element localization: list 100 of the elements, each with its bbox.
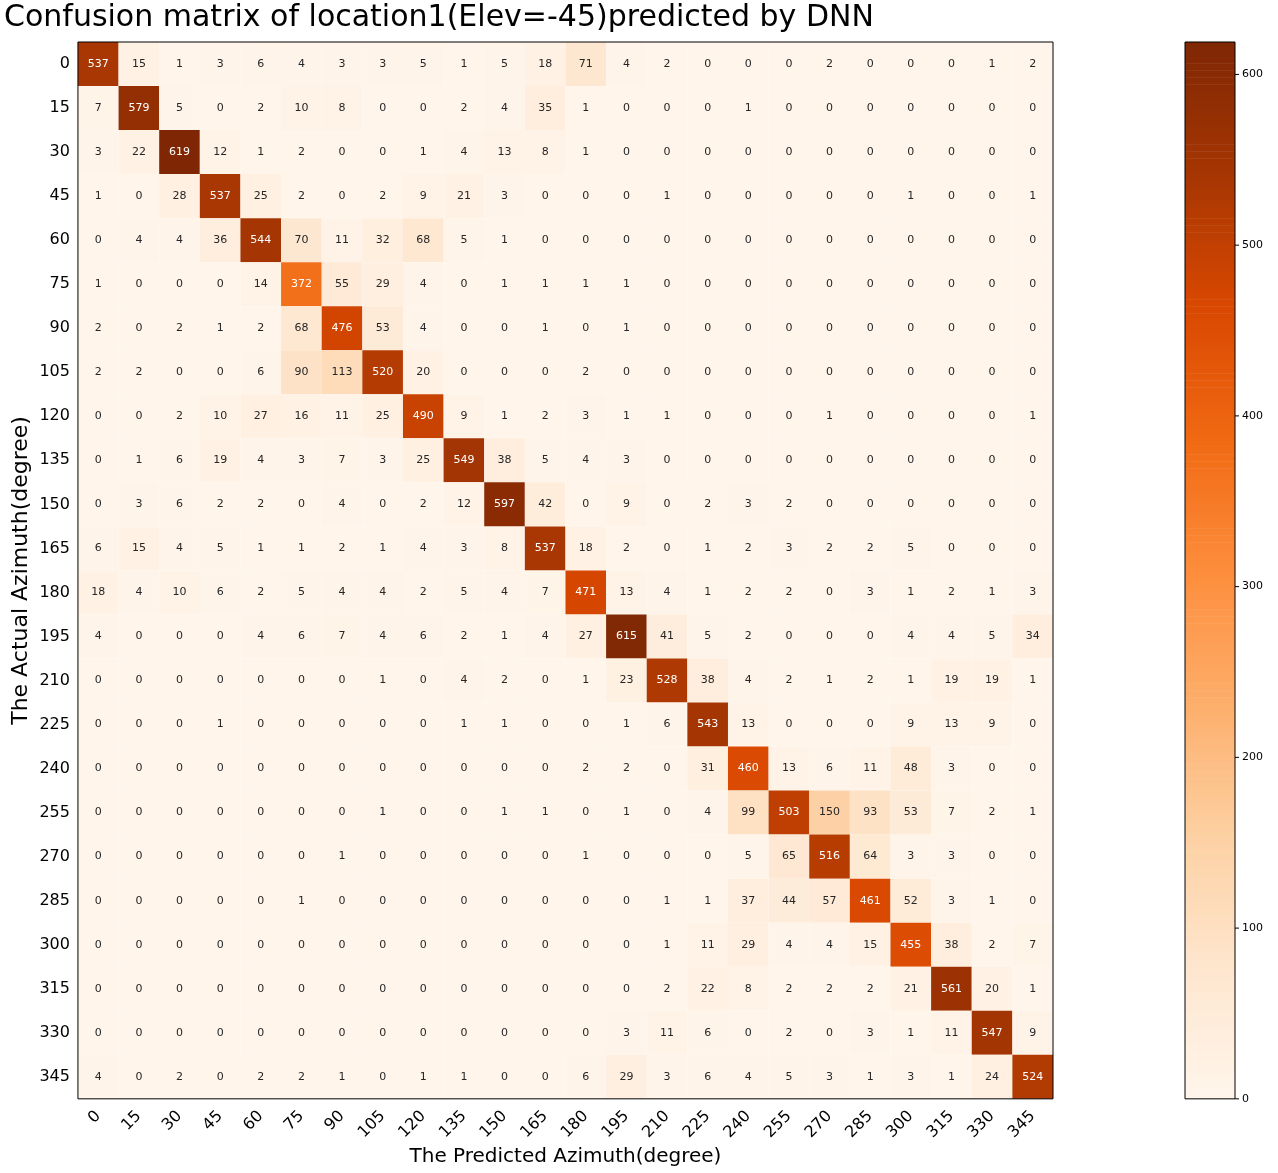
data-label: 0 [785, 365, 793, 379]
data-label: 4 [907, 629, 915, 643]
y-tick-label: 345 [39, 1065, 70, 1085]
data-label: 1 [257, 541, 265, 555]
data-label: 1 [1029, 981, 1037, 995]
data-label: 22 [700, 981, 715, 995]
data-label: 0 [379, 893, 387, 907]
data-label: 537 [87, 56, 109, 70]
data-label: 1 [826, 673, 834, 687]
data-label: 0 [94, 717, 102, 731]
data-label: 0 [257, 849, 265, 863]
data-label: 6 [826, 761, 834, 775]
data-label: 4 [338, 497, 346, 511]
data-label: 0 [826, 233, 834, 247]
data-label: 0 [541, 717, 549, 731]
data-label: 0 [744, 321, 752, 335]
data-label: 25 [375, 409, 390, 423]
data-label: 1 [663, 188, 671, 202]
data-label: 0 [176, 1025, 184, 1039]
data-label: 2 [460, 100, 468, 114]
y-tick-label: 330 [39, 1021, 70, 1041]
x-tick-label: 150 [475, 1105, 511, 1141]
data-label: 0 [541, 233, 549, 247]
data-label: 0 [501, 937, 509, 951]
data-label: 1 [216, 717, 224, 731]
data-label: 1 [216, 321, 224, 335]
data-label: 0 [501, 849, 509, 863]
data-label: 0 [663, 277, 671, 291]
x-tick-label: 195 [597, 1105, 633, 1141]
data-label: 0 [826, 1025, 834, 1039]
data-label: 1 [622, 717, 630, 731]
data-label: 2 [297, 188, 305, 202]
data-label: 5 [176, 100, 184, 114]
data-label: 0 [907, 497, 915, 511]
data-label: 5 [988, 629, 996, 643]
data-label: 2 [785, 497, 793, 511]
data-label: 2 [419, 585, 427, 599]
data-label: 71 [578, 56, 593, 70]
data-label: 0 [135, 1069, 143, 1083]
data-label: 0 [460, 893, 468, 907]
data-label: 2 [582, 761, 590, 775]
y-tick-label: 45 [49, 185, 70, 205]
data-label: 0 [704, 56, 712, 70]
y-tick-label: 165 [39, 537, 70, 557]
data-label: 490 [412, 409, 434, 423]
data-label: 7 [338, 629, 346, 643]
data-label: 520 [372, 365, 394, 379]
data-label: 0 [338, 893, 346, 907]
data-label: 0 [460, 805, 468, 819]
data-label: 0 [947, 409, 955, 423]
data-label: 1 [622, 321, 630, 335]
data-label: 2 [338, 541, 346, 555]
data-label: 0 [704, 453, 712, 467]
data-label: 0 [1029, 365, 1037, 379]
data-label: 1 [622, 277, 630, 291]
data-label: 0 [419, 761, 427, 775]
data-label: 9 [988, 717, 996, 731]
data-label: 0 [785, 233, 793, 247]
data-label: 20 [416, 365, 431, 379]
y-tick-label: 195 [39, 625, 70, 645]
data-label: 0 [379, 144, 387, 158]
data-label: 0 [1029, 233, 1037, 247]
x-tick-label: 345 [1003, 1105, 1039, 1141]
data-label: 0 [419, 849, 427, 863]
data-label: 4 [582, 453, 590, 467]
data-label: 2 [866, 673, 874, 687]
data-label: 41 [660, 629, 675, 643]
data-label: 0 [216, 1069, 224, 1083]
data-label: 537 [534, 541, 556, 555]
data-label: 2 [94, 321, 102, 335]
data-label: 0 [785, 100, 793, 114]
data-label: 0 [135, 629, 143, 643]
data-label: 0 [297, 981, 305, 995]
data-label: 13 [497, 144, 512, 158]
data-label: 0 [988, 497, 996, 511]
data-label: 0 [419, 805, 427, 819]
data-label: 5 [501, 56, 509, 70]
data-label: 0 [216, 1025, 224, 1039]
data-label: 528 [656, 673, 678, 687]
data-label: 549 [453, 453, 475, 467]
data-label: 1 [582, 673, 590, 687]
data-label: 2 [866, 541, 874, 555]
data-label: 3 [866, 585, 874, 599]
data-label: 3 [216, 56, 224, 70]
data-label: 0 [947, 453, 955, 467]
data-label: 0 [297, 805, 305, 819]
data-label: 3 [379, 453, 387, 467]
data-label: 38 [497, 453, 512, 467]
data-label: 5 [460, 585, 468, 599]
data-label: 0 [176, 981, 184, 995]
data-label: 0 [866, 717, 874, 731]
data-label: 9 [1029, 1025, 1037, 1039]
data-label: 4 [338, 585, 346, 599]
data-label: 11 [944, 1025, 959, 1039]
data-label: 3 [785, 541, 793, 555]
data-label: 0 [338, 981, 346, 995]
y-tick-label: 255 [39, 801, 70, 821]
data-label: 1 [988, 56, 996, 70]
data-label: 2 [947, 585, 955, 599]
data-label: 0 [338, 937, 346, 951]
